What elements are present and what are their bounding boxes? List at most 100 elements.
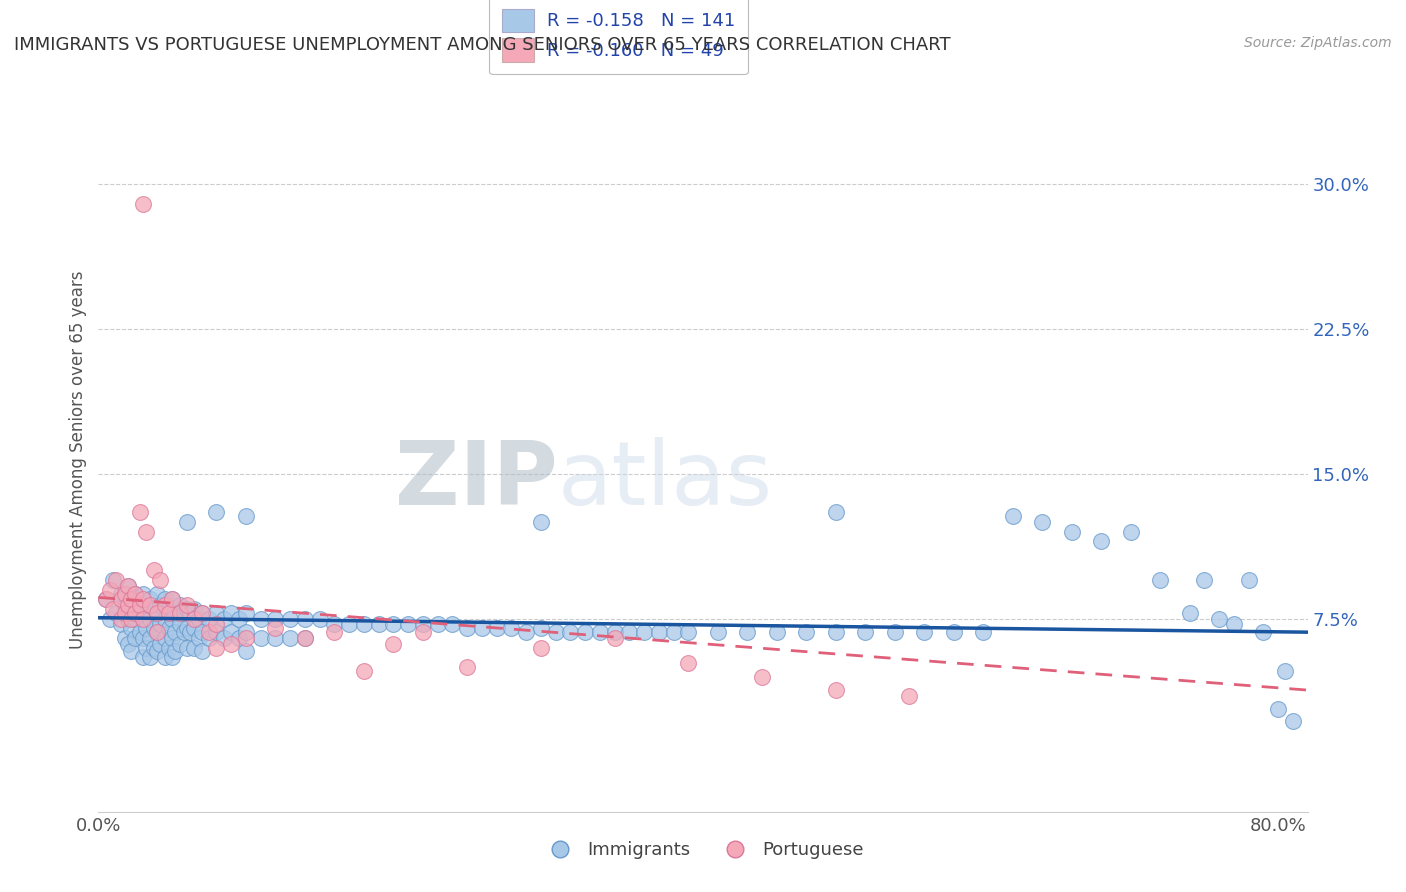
- Point: [456, 660, 478, 674]
- Point: [120, 644, 142, 658]
- Point: [149, 573, 172, 587]
- Point: [235, 644, 257, 658]
- Point: [1223, 617, 1246, 632]
- Point: [235, 625, 257, 640]
- Point: [110, 617, 132, 632]
- Point: [124, 612, 146, 626]
- Point: [1194, 573, 1216, 587]
- Point: [219, 625, 242, 640]
- Point: [1208, 612, 1230, 626]
- Point: [1253, 625, 1275, 640]
- Point: [120, 621, 142, 635]
- Point: [114, 631, 136, 645]
- Point: [412, 625, 434, 640]
- Point: [294, 612, 316, 626]
- Point: [912, 625, 935, 640]
- Point: [219, 637, 242, 651]
- Point: [187, 631, 209, 645]
- Point: [212, 631, 235, 645]
- Point: [735, 625, 758, 640]
- Legend: Immigrants, Portuguese: Immigrants, Portuguese: [534, 834, 872, 866]
- Point: [160, 650, 183, 665]
- Point: [139, 598, 162, 612]
- Point: [131, 612, 153, 626]
- Point: [120, 592, 142, 607]
- Point: [143, 602, 166, 616]
- Point: [169, 617, 191, 632]
- Point: [153, 631, 176, 645]
- Point: [160, 612, 183, 626]
- Text: atlas: atlas: [558, 437, 773, 524]
- Point: [176, 602, 198, 616]
- Point: [501, 621, 523, 635]
- Point: [972, 625, 994, 640]
- Point: [678, 656, 700, 670]
- Point: [853, 625, 876, 640]
- Point: [114, 598, 136, 612]
- Point: [128, 598, 150, 612]
- Point: [942, 625, 965, 640]
- Point: [190, 625, 212, 640]
- Point: [228, 631, 250, 645]
- Point: [1090, 534, 1112, 549]
- Point: [574, 625, 596, 640]
- Point: [131, 631, 153, 645]
- Point: [198, 631, 221, 645]
- Point: [249, 612, 271, 626]
- Point: [235, 509, 257, 524]
- Point: [183, 602, 205, 616]
- Point: [173, 625, 195, 640]
- Point: [249, 631, 271, 645]
- Point: [131, 612, 153, 626]
- Point: [128, 625, 150, 640]
- Point: [456, 621, 478, 635]
- Point: [157, 640, 180, 655]
- Point: [219, 606, 242, 620]
- Point: [824, 506, 846, 520]
- Text: ZIP: ZIP: [395, 437, 558, 524]
- Point: [278, 631, 301, 645]
- Point: [212, 612, 235, 626]
- Point: [165, 606, 187, 620]
- Point: [179, 625, 201, 640]
- Point: [898, 689, 921, 703]
- Point: [139, 650, 162, 665]
- Point: [1282, 714, 1305, 728]
- Point: [117, 579, 139, 593]
- Point: [382, 637, 405, 651]
- Point: [1001, 509, 1024, 524]
- Point: [1178, 606, 1201, 620]
- Point: [198, 625, 221, 640]
- Point: [1274, 664, 1296, 678]
- Point: [169, 637, 191, 651]
- Point: [139, 592, 162, 607]
- Point: [143, 621, 166, 635]
- Point: [619, 625, 641, 640]
- Point: [1031, 515, 1053, 529]
- Point: [633, 625, 655, 640]
- Point: [205, 606, 228, 620]
- Point: [131, 586, 153, 600]
- Point: [190, 644, 212, 658]
- Point: [530, 621, 553, 635]
- Point: [146, 606, 169, 620]
- Point: [98, 612, 121, 626]
- Point: [264, 612, 287, 626]
- Point: [143, 640, 166, 655]
- Point: [146, 625, 169, 640]
- Point: [160, 631, 183, 645]
- Point: [117, 598, 139, 612]
- Point: [198, 612, 221, 626]
- Point: [323, 617, 346, 632]
- Point: [337, 617, 360, 632]
- Point: [323, 625, 346, 640]
- Point: [648, 625, 671, 640]
- Point: [157, 606, 180, 620]
- Point: [135, 621, 157, 635]
- Point: [235, 631, 257, 645]
- Point: [278, 612, 301, 626]
- Point: [101, 573, 124, 587]
- Point: [94, 592, 117, 607]
- Point: [187, 612, 209, 626]
- Point: [105, 573, 128, 587]
